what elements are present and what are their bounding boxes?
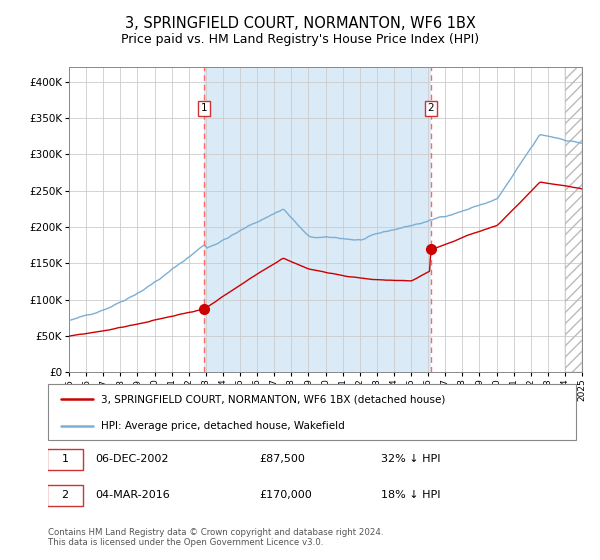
Text: 32% ↓ HPI: 32% ↓ HPI [380,454,440,464]
FancyBboxPatch shape [47,484,83,506]
Text: £87,500: £87,500 [259,454,305,464]
Text: 3, SPRINGFIELD COURT, NORMANTON, WF6 1BX: 3, SPRINGFIELD COURT, NORMANTON, WF6 1BX [125,16,475,31]
Bar [205,67,431,372]
Text: 2: 2 [61,491,68,501]
Text: £170,000: £170,000 [259,491,312,501]
Text: 2: 2 [428,104,434,114]
Text: Price paid vs. HM Land Registry's House Price Index (HPI): Price paid vs. HM Land Registry's House … [121,33,479,46]
Text: Contains HM Land Registry data © Crown copyright and database right 2024.
This d: Contains HM Land Registry data © Crown c… [48,528,383,547]
Text: 18% ↓ HPI: 18% ↓ HPI [380,491,440,501]
Text: HPI: Average price, detached house, Wakefield: HPI: Average price, detached house, Wake… [101,421,344,431]
Text: 1: 1 [201,104,208,114]
Text: 06-DEC-2002: 06-DEC-2002 [95,454,169,464]
FancyBboxPatch shape [47,449,83,470]
Bar [565,67,582,372]
Text: 1: 1 [61,454,68,464]
Text: 3, SPRINGFIELD COURT, NORMANTON, WF6 1BX (detached house): 3, SPRINGFIELD COURT, NORMANTON, WF6 1BX… [101,394,445,404]
Text: 04-MAR-2016: 04-MAR-2016 [95,491,170,501]
